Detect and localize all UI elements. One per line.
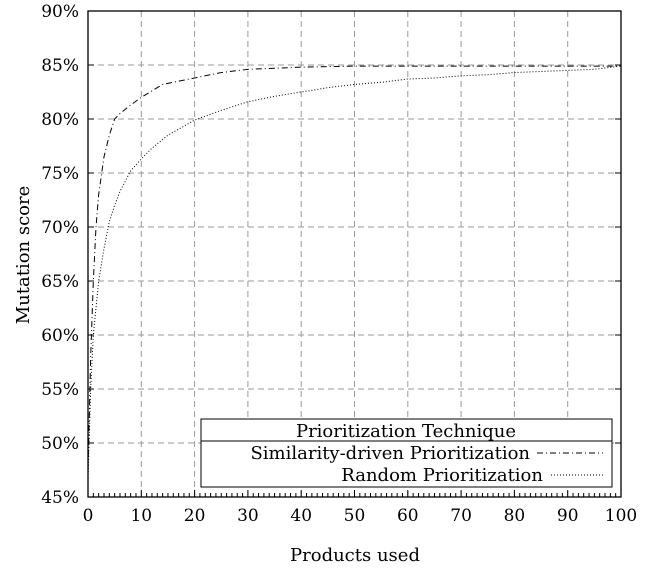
series-line-random (87, 65, 622, 481)
x-tick-label: 70 (450, 506, 472, 526)
legend: Prioritization Technique Similarity-driv… (200, 418, 613, 488)
y-tick-label: 90% (41, 2, 79, 22)
x-tick-label: 20 (184, 506, 206, 526)
y-tick-label: 45% (41, 488, 79, 508)
series-lines (87, 65, 622, 481)
legend-entry-similarity-label: Similarity-driven Prioritization (250, 443, 530, 464)
y-tick-label: 80% (41, 110, 79, 130)
y-tick-label: 60% (41, 326, 79, 346)
x-tick-label: 80 (504, 506, 526, 526)
y-tick-label: 75% (41, 164, 79, 184)
y-tick-label: 85% (41, 56, 79, 76)
tick-labels: 0 10 20 30 40 50 60 70 80 90 100 45% 50% 55% 60% 65% 70%… (41, 2, 637, 526)
x-tick-label: 0 (83, 506, 94, 526)
y-tick-label: 55% (41, 380, 79, 400)
x-tick-label: 30 (237, 506, 259, 526)
x-tick-label: 60 (397, 506, 419, 526)
y-tick-label: 50% (41, 434, 79, 454)
plot-frame (87, 10, 622, 498)
y-tick-label: 65% (41, 272, 79, 292)
x-tick-label: 90 (557, 506, 579, 526)
legend-box (200, 418, 613, 488)
series-line-similarity (87, 65, 621, 471)
x-axis-label: Products used (290, 545, 420, 566)
y-tick-label: 70% (41, 218, 79, 238)
legend-entry-random-label: Random Prioritization (341, 465, 543, 486)
x-tick-label: 100 (605, 506, 637, 526)
x-tick-label: 10 (130, 506, 152, 526)
x-tick-label: 40 (290, 506, 312, 526)
y-axis-label: Mutation score (13, 186, 34, 325)
x-tick-label: 50 (344, 506, 366, 526)
legend-title: Prioritization Technique (296, 421, 516, 442)
